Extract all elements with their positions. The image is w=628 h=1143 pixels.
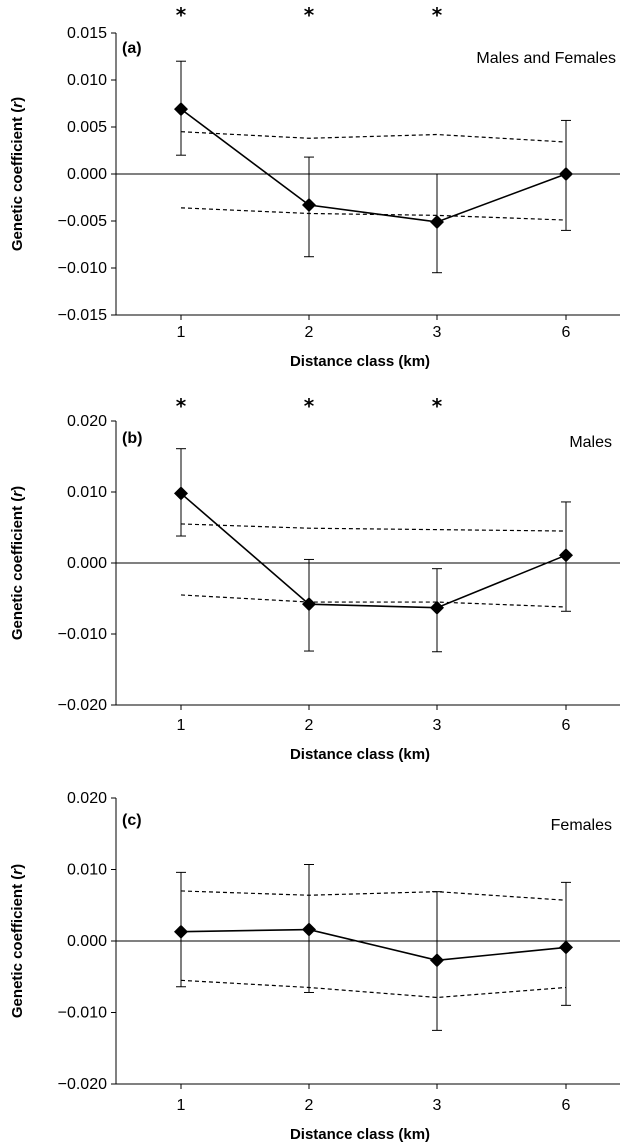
x-tick-label: 1 [177, 717, 186, 734]
y-axis-title-symbol: r [9, 101, 26, 108]
panel-label: (a) [122, 40, 142, 57]
y-axis-title-symbol: r [9, 868, 26, 875]
significance-star: * [176, 394, 187, 418]
y-tick-label: 0.000 [67, 555, 107, 572]
x-tick-label: 2 [305, 1097, 314, 1114]
y-tick-label: −0.010 [58, 1005, 107, 1022]
y-tick-label: −0.005 [58, 213, 107, 230]
panel-3: 0.020 0.010 0.000 −0.010 −0.020 1 2 3 6 Distance … [9, 790, 620, 1143]
upper-confidence-line [180, 890, 567, 901]
y-tick-label: 0.010 [67, 72, 107, 89]
x-tick-label: 6 [562, 717, 571, 734]
y-tick-label: −0.015 [58, 307, 107, 324]
y-tick-label: −0.020 [58, 1076, 107, 1093]
panel-title: Females [551, 817, 612, 834]
x-tick-label: 1 [177, 324, 186, 341]
y-axis-title: Genetic coefficient (r) [9, 486, 26, 640]
data-point [174, 102, 188, 117]
x-tick-label: 3 [433, 1097, 442, 1114]
y-tick-label: 0.010 [67, 862, 107, 879]
series-line [180, 928, 567, 962]
y-tick-label: 0.000 [67, 166, 107, 183]
x-axis-title: Distance class (km) [290, 1126, 430, 1143]
y-tick-label: −0.020 [58, 697, 107, 714]
lower-confidence-line [180, 979, 567, 999]
panel-title: Males [569, 434, 612, 451]
y-tick-label: 0.000 [67, 933, 107, 950]
x-tick-label: 2 [305, 324, 314, 341]
data-point [559, 167, 573, 181]
y-tick-label: 0.020 [67, 790, 107, 807]
y-tick-label: −0.010 [58, 626, 107, 643]
data-point [559, 548, 573, 563]
significance-star: * [176, 3, 187, 27]
panel-label: (c) [122, 812, 142, 829]
data-point [559, 940, 573, 955]
x-tick-label: 3 [433, 324, 442, 341]
panel-2: 0.020 0.010 0.000 −0.010 −0.020 1 2 3 6 Distance … [9, 394, 620, 763]
panel-label: (b) [122, 430, 142, 447]
x-axis-title: Distance class (km) [290, 353, 430, 370]
upper-confidence-line [180, 523, 567, 532]
x-tick-label: 3 [433, 717, 442, 734]
y-tick-label: 0.020 [67, 413, 107, 430]
data-point [174, 486, 188, 501]
y-axis-title: Genetic coefficient (r) [9, 864, 26, 1018]
significance-star: * [304, 3, 315, 27]
y-axis-title-symbol: r [9, 490, 26, 497]
lower-confidence-line [180, 207, 567, 221]
y-tick-label: 0.005 [67, 119, 107, 136]
data-point [430, 214, 444, 229]
significance-star: * [432, 3, 443, 27]
panel-1: 0.015 0.010 0.005 0.000 −0.005 −0.010 −0.015 1 2… [9, 3, 620, 370]
significance-star: * [304, 394, 315, 418]
y-axis-title: Genetic coefficient (r) [9, 97, 26, 251]
significance-star: * [432, 394, 443, 418]
data-point [174, 924, 188, 939]
data-point [302, 597, 316, 612]
y-tick-label: −0.010 [58, 260, 107, 277]
series-line [180, 108, 567, 223]
lower-confidence-line [180, 594, 567, 608]
data-point [430, 600, 444, 615]
data-point [302, 922, 316, 937]
data-point [302, 198, 316, 213]
upper-confidence-line [180, 131, 567, 143]
y-tick-label: 0.015 [67, 25, 107, 42]
x-tick-label: 1 [177, 1097, 186, 1114]
x-axis-title: Distance class (km) [290, 746, 430, 763]
x-tick-label: 6 [562, 1097, 571, 1114]
x-tick-label: 2 [305, 717, 314, 734]
x-tick-label: 6 [562, 324, 571, 341]
series-line [180, 492, 567, 609]
data-point [430, 953, 444, 968]
panel-title: Males and Females [476, 50, 616, 67]
y-tick-label: 0.010 [67, 484, 107, 501]
